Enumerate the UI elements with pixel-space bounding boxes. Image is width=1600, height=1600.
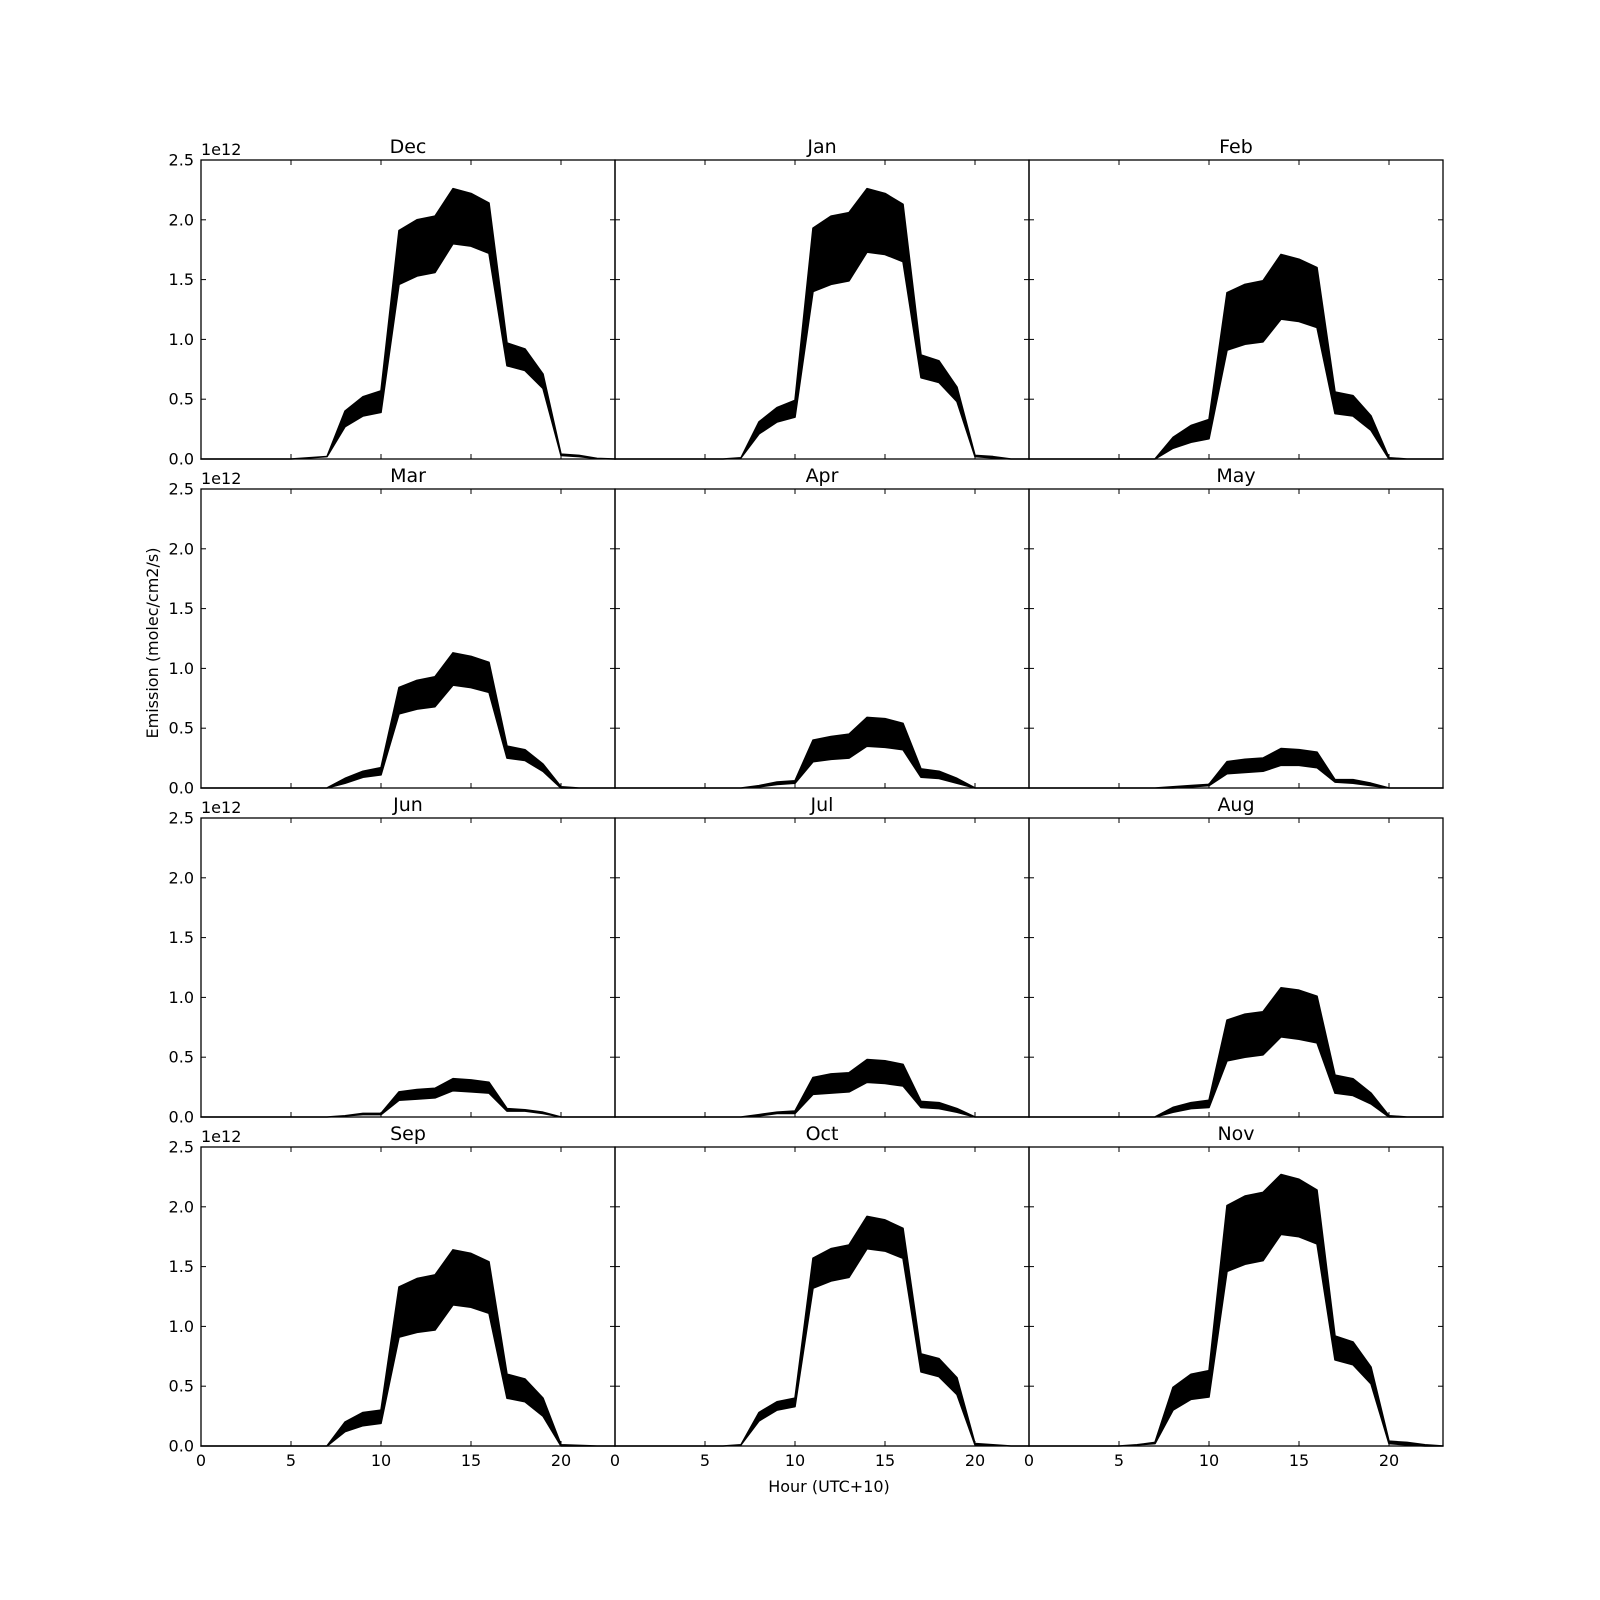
y-tick-label: 0.5 xyxy=(169,719,194,738)
y-tick-label: 1.5 xyxy=(169,1257,194,1276)
panel-aug: Aug xyxy=(1028,794,1444,1118)
x-tick-label: 10 xyxy=(371,1451,391,1470)
panels-grid: Dec 0.0 0.5 1.0 1.5 2.0 2.5 1e12 Jan Feb Mar 0.0 0.5… xyxy=(169,136,1444,1470)
y-tick-label: 2.0 xyxy=(169,868,194,887)
panel-frame-nov xyxy=(1028,1146,1444,1447)
y-tick-label: 2.5 xyxy=(169,809,194,828)
y-tick-label: 0.5 xyxy=(169,390,194,409)
y-axis-label: Emission (molec/cm2/s) xyxy=(143,548,162,739)
panel-frame-feb xyxy=(1028,159,1444,460)
x-tick-label: 15 xyxy=(875,1451,895,1470)
y-tick-label: 1.5 xyxy=(169,270,194,289)
x-tick-label: 0 xyxy=(610,1451,620,1470)
y-tick-label: 2.5 xyxy=(169,1138,194,1157)
panel-oct: Oct 0 5 10 15 20 xyxy=(610,1123,1030,1470)
y-tick-label: 0.5 xyxy=(169,1048,194,1067)
y-tick-label: 1.0 xyxy=(169,330,194,349)
x-tick-label: 20 xyxy=(551,1451,571,1470)
panel-title-sep: Sep xyxy=(390,1123,426,1145)
y-offset-label: 1e12 xyxy=(201,798,241,817)
panel-title-jun: Jun xyxy=(392,794,423,816)
y-tick-label: 2.0 xyxy=(169,539,194,558)
y-offset-label: 1e12 xyxy=(201,469,241,488)
x-tick-label: 20 xyxy=(965,1451,985,1470)
x-tick-label: 10 xyxy=(1199,1451,1219,1470)
panel-nov: Nov 0 5 10 15 20 xyxy=(1024,1123,1444,1470)
panel-title-nov: Nov xyxy=(1217,1123,1254,1145)
panel-may: May xyxy=(1028,465,1444,789)
x-tick-label: 10 xyxy=(785,1451,805,1470)
y-tick-label: 0.0 xyxy=(169,1437,194,1456)
y-tick-label: 1.0 xyxy=(169,1317,194,1336)
panel-title-apr: Apr xyxy=(806,465,839,487)
panel-title-jul: Jul xyxy=(810,794,834,816)
x-tick-label: 0 xyxy=(196,1451,206,1470)
x-tick-label: 5 xyxy=(700,1451,710,1470)
x-axis-label: Hour (UTC+10) xyxy=(768,1477,890,1496)
panel-frame-may xyxy=(1028,488,1444,789)
y-tick-label: 1.5 xyxy=(169,599,194,618)
panel-frame-aug xyxy=(1028,817,1444,1118)
x-tick-label: 0 xyxy=(1024,1451,1034,1470)
x-tick-label: 20 xyxy=(1379,1451,1399,1470)
y-tick-label: 0.0 xyxy=(169,450,194,469)
panel-title-jan: Jan xyxy=(806,136,836,158)
y-tick-label: 2.5 xyxy=(169,151,194,170)
panel-dec: Dec 0.0 0.5 1.0 1.5 2.0 2.5 1e12 xyxy=(169,136,616,469)
y-tick-label: 0.5 xyxy=(169,1377,194,1396)
panel-title-aug: Aug xyxy=(1217,794,1254,816)
x-tick-label: 15 xyxy=(461,1451,481,1470)
y-tick-label: 1.5 xyxy=(169,928,194,947)
x-tick-label: 5 xyxy=(1114,1451,1124,1470)
x-tick-label: 5 xyxy=(286,1451,296,1470)
panel-title-may: May xyxy=(1216,465,1255,487)
panel-title-feb: Feb xyxy=(1219,136,1253,158)
y-tick-label: 0.0 xyxy=(169,1108,194,1127)
panel-feb: Feb xyxy=(1028,136,1444,460)
y-tick-label: 2.0 xyxy=(169,1197,194,1216)
panel-title-dec: Dec xyxy=(390,136,427,158)
panel-title-oct: Oct xyxy=(806,1123,839,1145)
y-tick-label: 2.0 xyxy=(169,210,194,229)
x-tick-label: 15 xyxy=(1289,1451,1309,1470)
y-tick-label: 1.0 xyxy=(169,659,194,678)
y-tick-label: 0.0 xyxy=(169,779,194,798)
y-offset-label: 1e12 xyxy=(201,140,241,159)
y-tick-label: 1.0 xyxy=(169,988,194,1007)
y-tick-label: 2.5 xyxy=(169,480,194,499)
panel-title-mar: Mar xyxy=(390,465,426,487)
y-offset-label: 1e12 xyxy=(201,1127,241,1146)
